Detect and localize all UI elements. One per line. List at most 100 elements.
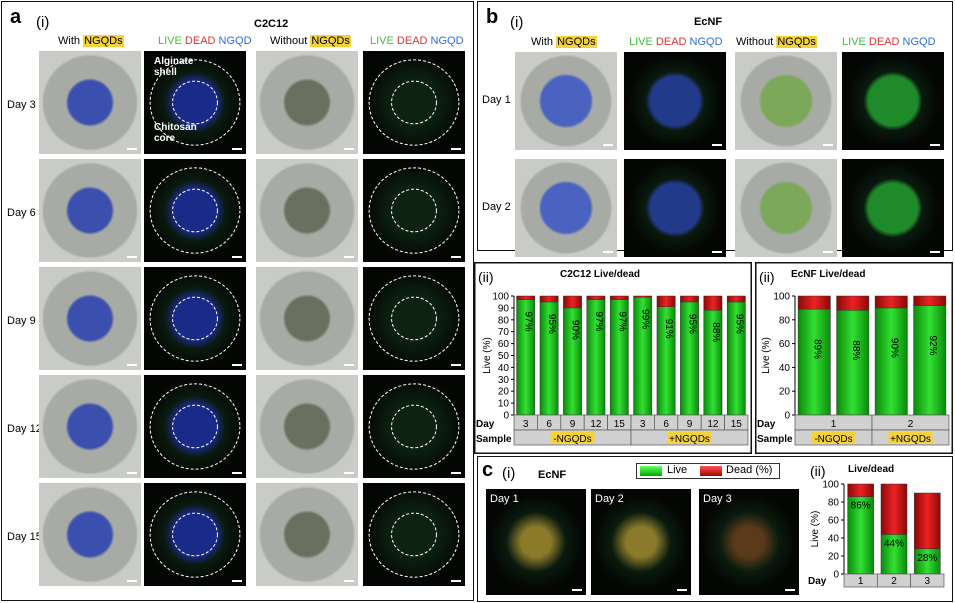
- bar-data-label: 88%: [850, 340, 861, 360]
- bar-dead: [880, 483, 908, 535]
- scale-bar: [930, 251, 940, 253]
- y-tick-label: 70: [498, 327, 510, 338]
- bar-data-label: 97%: [616, 312, 627, 332]
- panel-a-image: [256, 267, 358, 370]
- scale-bar: [127, 256, 137, 258]
- bar-data-label: 88%: [710, 322, 721, 342]
- scale-bar: [344, 256, 354, 258]
- bar-dead: [847, 483, 874, 497]
- row-label-day: Day 3: [7, 99, 36, 111]
- y-tick-label: 20: [779, 387, 791, 398]
- day-cell-label: 3: [925, 576, 931, 587]
- col-header-live-dead-ngqd-2: LIVE DEAD NGQD: [370, 35, 464, 47]
- col-header-live-dead-ngqd: LIVE DEAD NGQD: [158, 35, 252, 47]
- scale-bar: [603, 251, 613, 253]
- bar-live: [847, 496, 874, 575]
- bar-data-label: 86%: [851, 501, 871, 512]
- bar-data-label: 91%: [663, 319, 674, 339]
- panel-b-image: [515, 52, 617, 150]
- panel-a-image: [39, 51, 141, 154]
- scale-bar: [127, 580, 137, 582]
- y-tick-label: 40: [779, 363, 791, 374]
- day-cell-label: 12: [707, 419, 719, 430]
- panel-a-image: [363, 267, 465, 370]
- y-tick-label: 0: [833, 570, 839, 581]
- day-cell-label: 15: [731, 419, 743, 430]
- panel-a-image: [363, 159, 465, 262]
- row-label-day: Day: [476, 419, 495, 430]
- b-col-header-with-ngqds: With NGQDs: [531, 36, 597, 48]
- row-label-sample: Sample: [476, 434, 512, 445]
- bar-data-label: 95%: [687, 314, 698, 334]
- panel-b: b (i) EcNF With NGQDs LIVE DEAD NGQD Wit…: [477, 1, 953, 257]
- scale-bar: [232, 256, 242, 258]
- panel-c: c (i) EcNF Live Dead (%) Day 1 Day 2 Day 3: [477, 456, 953, 602]
- col-header-with-ngqds: With NGQDs: [58, 35, 124, 47]
- scale-bar: [572, 589, 582, 591]
- sample-highlight: [888, 432, 933, 443]
- panel-a-image: [39, 483, 141, 586]
- bar-dead: [609, 295, 629, 300]
- scale-bar: [712, 144, 722, 146]
- row-label-sample: Sample: [757, 434, 793, 445]
- bar-live: [880, 534, 908, 575]
- bar-data-label: 95%: [546, 314, 557, 334]
- legend-dead-label: Dead (%): [726, 464, 773, 476]
- legend-live-swatch: [640, 466, 662, 476]
- panel-a-image: [144, 267, 246, 370]
- y-axis-label: Live (%): [761, 337, 772, 374]
- day-cell-label: 1: [831, 419, 837, 430]
- chitosan-core-label: Chitosan core: [154, 122, 197, 144]
- panel-b-sublabel: (i): [510, 14, 524, 31]
- panel-a-image: [39, 375, 141, 478]
- sample-highlight: [667, 432, 712, 443]
- day-cell-label: 1: [858, 576, 864, 587]
- panel-c-image: [486, 489, 586, 595]
- day-cell: [910, 573, 945, 588]
- panel-c-day-label: Day 3: [703, 493, 732, 505]
- row-label-day: Day 12: [7, 423, 42, 435]
- row-label-day: Day 9: [7, 315, 36, 327]
- panel-a-image: [144, 375, 246, 478]
- bar-data-label: 92%: [927, 336, 938, 356]
- bar-dead: [586, 295, 606, 300]
- bar-data-label: 95%: [733, 314, 744, 334]
- panel-b-image: [735, 159, 837, 257]
- day-cell-label: 2: [908, 419, 914, 430]
- panel-b-image: [842, 52, 944, 150]
- chart-sublabel: (ii): [810, 463, 826, 479]
- chart-frame: [474, 262, 752, 454]
- scale-bar: [232, 580, 242, 582]
- bar-live: [874, 307, 908, 416]
- scale-bar: [823, 251, 833, 253]
- bar-dead: [726, 295, 746, 303]
- scale-bar: [451, 364, 461, 366]
- scale-bar: [127, 364, 137, 366]
- col-header-without-ngqds: Without NGQDs: [270, 35, 351, 47]
- sample-cell-label: +NGQDs: [669, 434, 710, 445]
- y-axis-label: Live (%): [482, 337, 493, 374]
- legend-dead-swatch: [700, 466, 722, 476]
- y-axis-label: Live (%): [810, 511, 821, 548]
- y-tick-label: 40: [498, 363, 510, 374]
- sample-highlight: [811, 432, 856, 443]
- row-label-day: Day: [808, 576, 827, 587]
- y-tick-label: 80: [779, 315, 791, 326]
- b-row-label-day: Day 1: [482, 94, 511, 106]
- bar-data-label: 97%: [523, 312, 534, 332]
- day-cell-label: 12: [590, 419, 602, 430]
- bar-dead: [914, 492, 941, 550]
- bar-dead: [633, 295, 653, 298]
- bar-dead: [874, 295, 908, 309]
- bar-dead: [563, 295, 582, 309]
- y-tick-label: 10: [498, 399, 510, 410]
- panel-c-day-label: Day 1: [490, 493, 519, 505]
- scale-bar: [712, 251, 722, 253]
- legend-live-label: Live: [667, 464, 688, 476]
- panel-a-image: [363, 483, 465, 586]
- bar-live: [914, 548, 941, 575]
- chart-title: Live/dead: [848, 464, 894, 475]
- panel-a-image: [256, 483, 358, 586]
- panel-a-image: [144, 159, 246, 262]
- panel-c-label: c: [482, 459, 494, 481]
